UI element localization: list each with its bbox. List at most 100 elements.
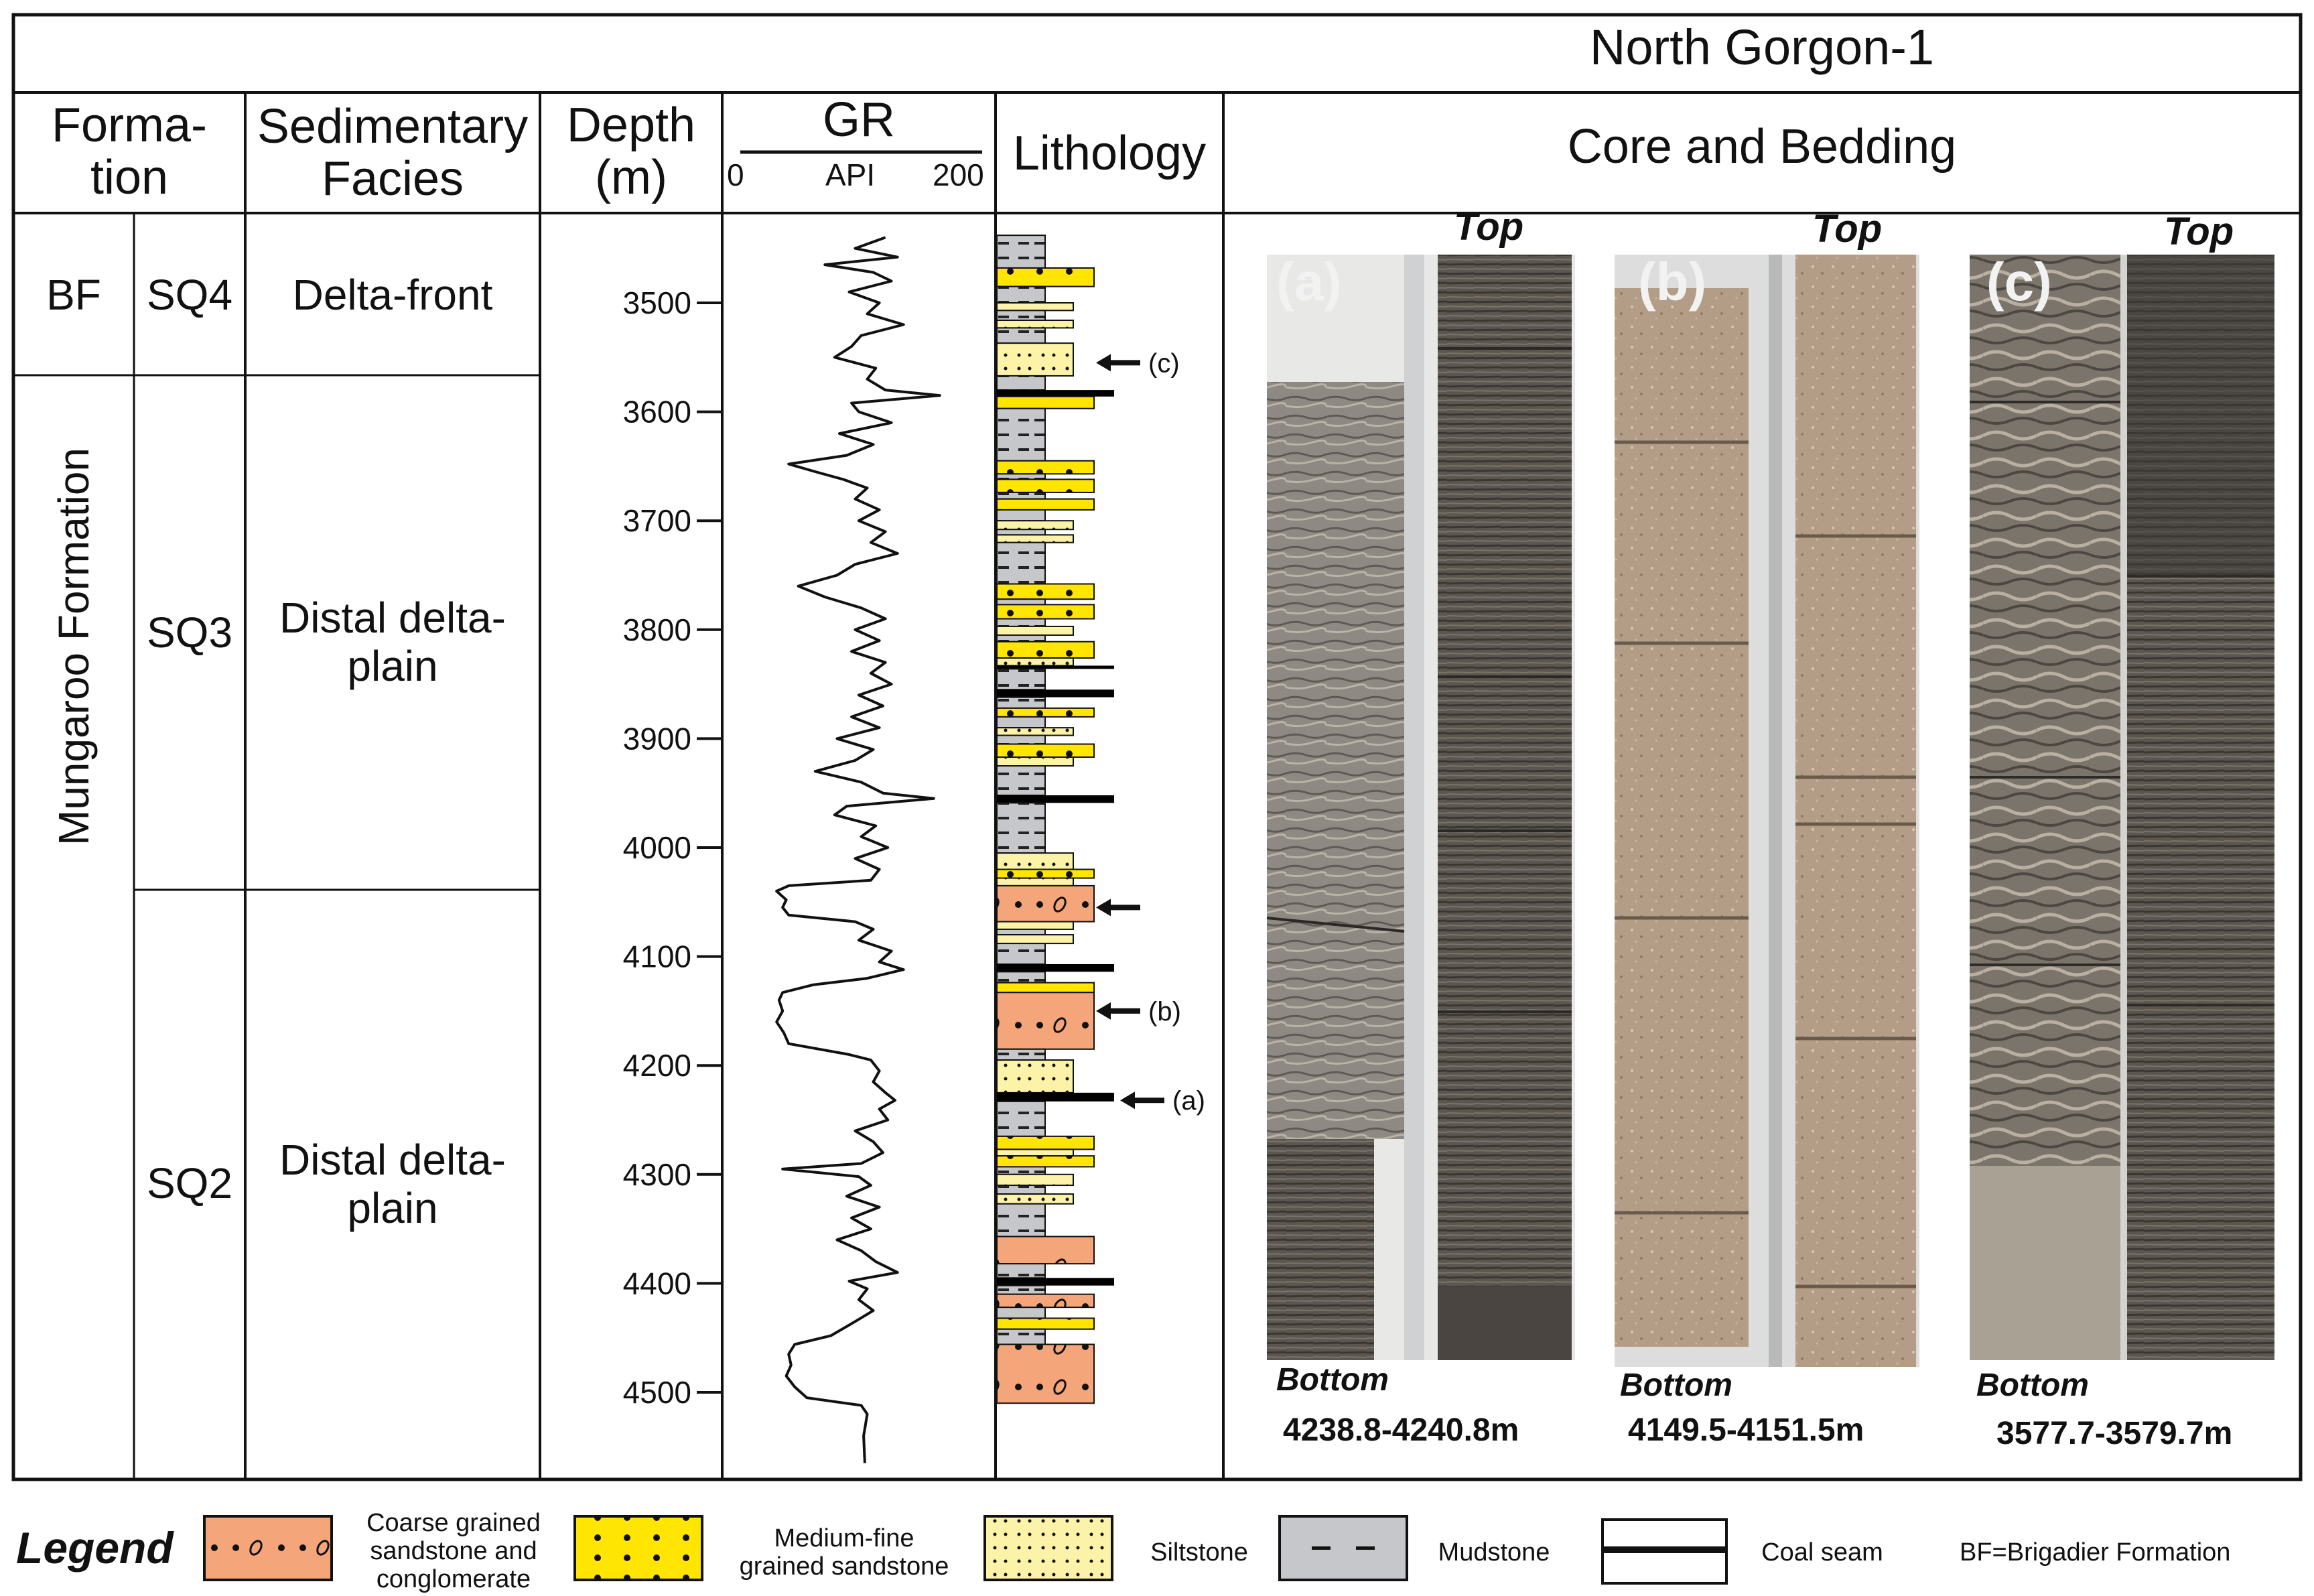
lithology-bed-mudstone bbox=[996, 235, 1046, 269]
lithology-bed-medium-fine-sandstone bbox=[996, 460, 1095, 475]
sequence-sq4: SQ4 bbox=[146, 271, 233, 319]
lithology-bed-siltstone bbox=[996, 934, 1074, 945]
lithology-bed-coal bbox=[997, 665, 1114, 669]
core-arrow: (a) bbox=[1120, 1086, 1205, 1116]
legend-label-medfine: Medium-fine grained sandstone bbox=[739, 1524, 949, 1581]
facies-distal-delta-plain-sq2: Distal delta- plain bbox=[279, 1136, 506, 1232]
legend-label-coarse: Coarse grained sandstone and conglomerat… bbox=[366, 1509, 541, 1593]
lithology-bed-mudstone bbox=[996, 1263, 1046, 1279]
gr-scale-min: 0 bbox=[727, 157, 744, 192]
legend-swatches bbox=[203, 1515, 1728, 1585]
core-range-c: 3577.7-3579.7m bbox=[1996, 1416, 2233, 1451]
lithology-bed-siltstone bbox=[996, 534, 1074, 543]
lithology-bed-mudstone bbox=[996, 509, 1046, 522]
lithology-bed-siltstone bbox=[996, 1173, 1074, 1187]
lithology-bed-medium-fine-sandstone bbox=[996, 267, 1095, 287]
lithology-bed-medium-fine-sandstone bbox=[996, 1135, 1095, 1150]
legend-label-silt: Siltstone bbox=[1150, 1538, 1248, 1567]
core-bottom-b: Bottom bbox=[1620, 1368, 1732, 1403]
formation-mungaroo: Mungaroo Formation bbox=[50, 447, 98, 846]
core-top-c: Top bbox=[2164, 210, 2234, 253]
depth-header: Depth (m) bbox=[566, 98, 696, 204]
core-range-b: 4149.5-4151.5m bbox=[1628, 1412, 1864, 1448]
legend-swatch-coal bbox=[1601, 1518, 1728, 1585]
legend-note: BF=Brigadier Formation bbox=[1960, 1538, 2231, 1567]
lithology-bed-siltstone bbox=[996, 320, 1074, 329]
lithology-bed-siltstone bbox=[996, 877, 1074, 886]
lithology-bed-coal bbox=[997, 1278, 1114, 1286]
lithology-bed-mudstone bbox=[996, 668, 1046, 691]
core-arrow bbox=[1096, 899, 1140, 917]
gr-unit: API bbox=[825, 157, 876, 192]
lithology-column bbox=[996, 235, 1114, 1404]
lithology-bed-mudstone bbox=[996, 765, 1046, 796]
lithology-bed-mudstone bbox=[996, 375, 1046, 391]
lithology-bed-mudstone bbox=[996, 541, 1046, 585]
lithology-bed-mudstone bbox=[996, 598, 1046, 606]
legend-swatch-coarse bbox=[203, 1515, 333, 1581]
lithology-bed-medium-fine-sandstone bbox=[996, 707, 1095, 718]
lithology-bed-medium-fine-sandstone bbox=[996, 641, 1095, 659]
lithology-bed-siltstone bbox=[996, 625, 1074, 636]
core-bottom-a: Bottom bbox=[1276, 1362, 1389, 1398]
legend-swatch-mud bbox=[1278, 1515, 1408, 1581]
core-label-a: (a) bbox=[1276, 252, 1342, 312]
lithology-bed-mudstone bbox=[996, 1328, 1046, 1345]
depth-axis: 3500 3600 3700 3800 3900 4000 4100 4200 4300 4400… bbox=[623, 285, 722, 1410]
lithology-bed-coarse-sandstone bbox=[996, 1343, 1095, 1404]
legend-label-coal: Coal seam bbox=[1761, 1538, 1883, 1567]
core-arrow: (c) bbox=[1096, 348, 1180, 378]
core-arrow: (b) bbox=[1096, 997, 1181, 1026]
lithology-bed-siltstone bbox=[996, 342, 1074, 377]
core-top-a: Top bbox=[1454, 205, 1524, 249]
lithology-bed-coarse-sandstone bbox=[996, 1236, 1095, 1265]
lithology-bed-mudstone bbox=[996, 734, 1046, 745]
lithology-bed-coarse-sandstone bbox=[996, 1293, 1095, 1309]
lithology-bed-mudstone bbox=[996, 473, 1046, 480]
legend-swatch-medfine bbox=[573, 1515, 703, 1581]
lithology-bed-coal bbox=[997, 1092, 1114, 1102]
depth-tick-label: 4400 bbox=[623, 1266, 691, 1301]
core-photo-b bbox=[1615, 255, 1919, 1367]
lithology-bed-mudstone bbox=[996, 491, 1046, 500]
depth-tick-label: 4000 bbox=[623, 830, 691, 865]
gr-curve bbox=[775, 236, 941, 1463]
lithology-bed-mudstone bbox=[996, 1100, 1046, 1137]
lithology-bed-mudstone bbox=[996, 716, 1046, 729]
core-top-b: Top bbox=[1812, 207, 1883, 251]
gr-log-line bbox=[775, 236, 941, 1463]
gr-header: GR bbox=[823, 93, 895, 147]
lithology-bed-siltstone bbox=[996, 1059, 1074, 1093]
depth-tick-label: 4300 bbox=[623, 1157, 691, 1192]
depth-tick-label: 3900 bbox=[623, 721, 691, 756]
lithology-bed-siltstone bbox=[996, 520, 1074, 531]
lithology-bed-coal bbox=[997, 963, 1114, 972]
lithology-bed-medium-fine-sandstone bbox=[996, 982, 1095, 994]
lithology-bed-medium-fine-sandstone bbox=[996, 1317, 1095, 1330]
lithology-bed-mudstone bbox=[996, 928, 1046, 936]
lithology-bed-mudstone bbox=[996, 1307, 1046, 1319]
lithology-bed-mudstone bbox=[996, 327, 1046, 344]
lithology-bed-mudstone bbox=[996, 802, 1046, 854]
lithology-bed-siltstone bbox=[996, 756, 1074, 767]
lithology-bed-coal bbox=[997, 795, 1114, 803]
lithology-bed-siltstone bbox=[996, 302, 1074, 312]
lithology-bed-medium-fine-sandstone bbox=[996, 478, 1095, 493]
formation-header: Forma- tion bbox=[52, 98, 207, 204]
lithology-bed-medium-fine-sandstone bbox=[996, 395, 1095, 409]
lithology-bed-mudstone bbox=[996, 634, 1046, 643]
core-photo-a bbox=[1266, 255, 1575, 1360]
core-range-a: 4238.8-4240.8m bbox=[1283, 1412, 1519, 1448]
lithology-bed-mudstone bbox=[996, 1166, 1046, 1175]
lithology-bed-mudstone bbox=[996, 618, 1046, 627]
lithology-bed-mudstone bbox=[996, 1203, 1046, 1238]
gr-scale-max: 200 bbox=[933, 157, 984, 192]
lithology-bed-mudstone bbox=[996, 310, 1046, 322]
sequence-sq3: SQ3 bbox=[146, 608, 233, 657]
lithology-bed-coal bbox=[997, 689, 1114, 697]
lithology-bed-mudstone bbox=[996, 696, 1046, 709]
lithology-bed-medium-fine-sandstone bbox=[996, 1155, 1095, 1168]
depth-tick-label: 3700 bbox=[623, 503, 691, 538]
lithology-bed-coarse-sandstone bbox=[996, 992, 1095, 1050]
